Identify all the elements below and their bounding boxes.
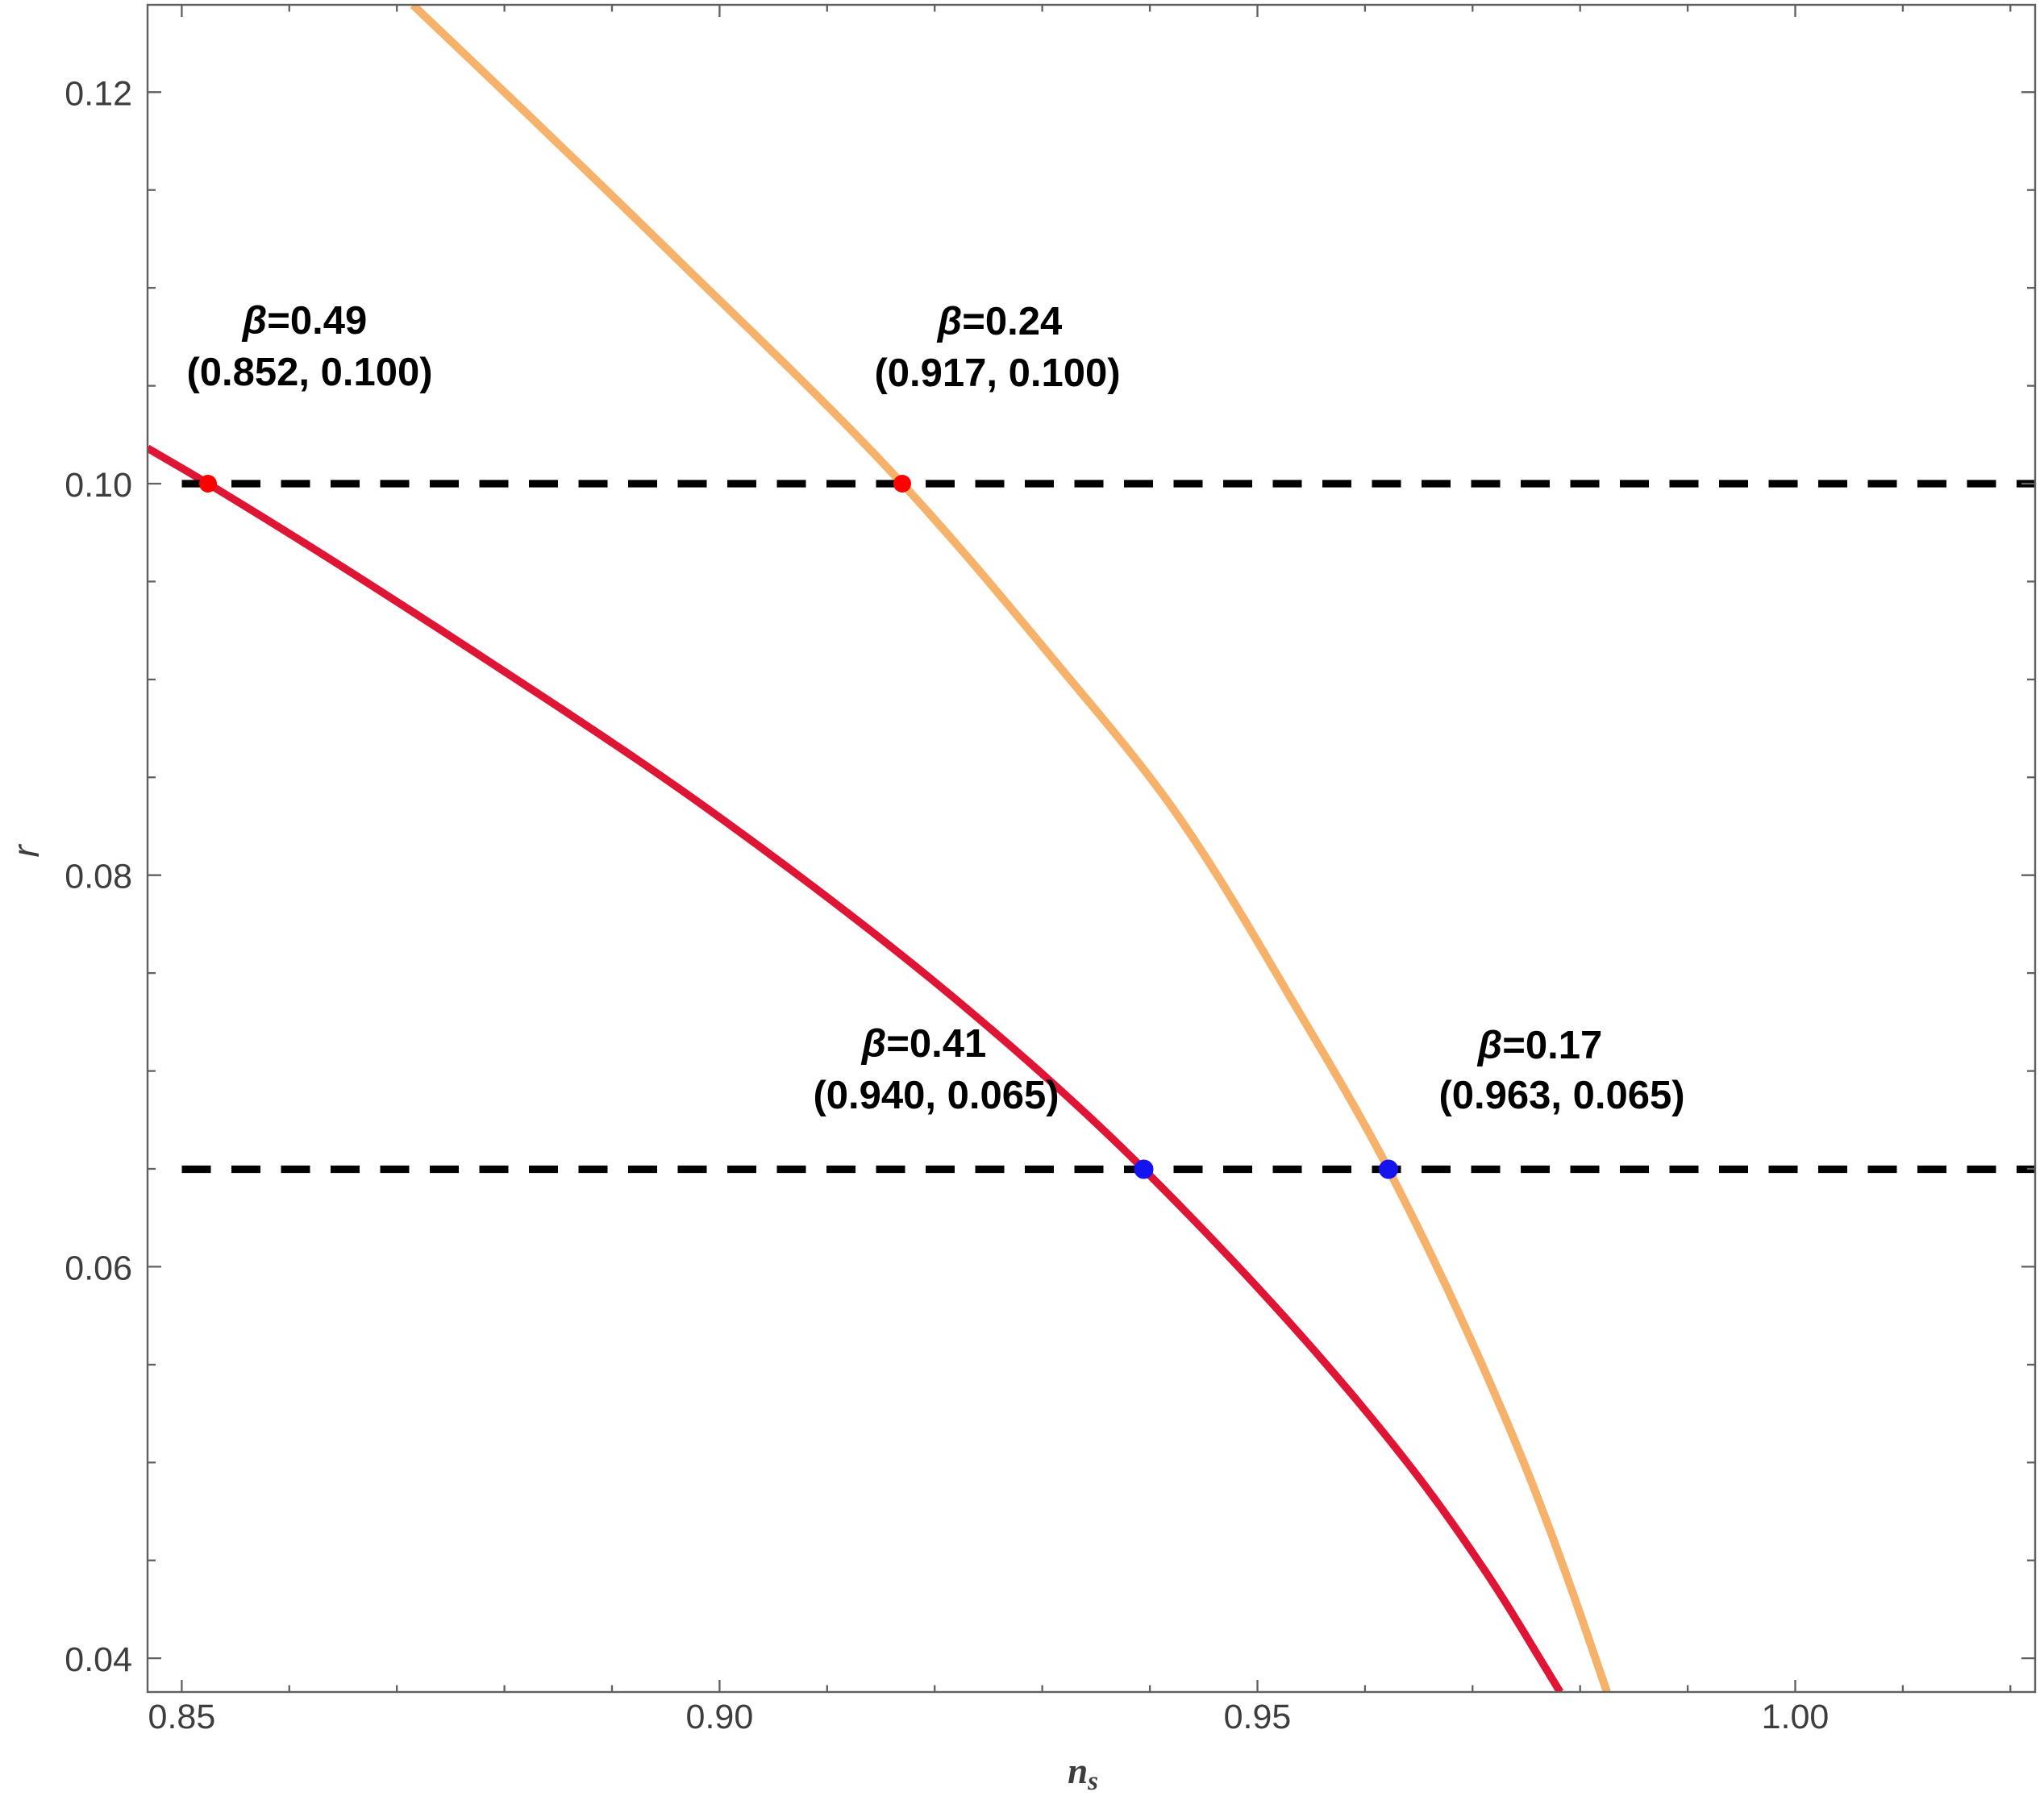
svg-text:0.06: 0.06 (65, 1249, 132, 1287)
svg-text:β=0.17: β=0.17 (1476, 1024, 1602, 1067)
svg-text:0.95: 0.95 (1224, 1698, 1292, 1736)
svg-text:0.08: 0.08 (65, 858, 132, 896)
svg-text:r: r (5, 844, 47, 858)
svg-text:(0.940, 0.065): (0.940, 0.065) (813, 1074, 1059, 1117)
svg-text:0.90: 0.90 (686, 1698, 754, 1736)
svg-text:(0.852, 0.100): (0.852, 0.100) (186, 351, 432, 394)
svg-text:β=0.24: β=0.24 (936, 300, 1062, 343)
svg-text:β=0.41: β=0.41 (860, 1022, 986, 1066)
svg-text:1.00: 1.00 (1762, 1698, 1830, 1736)
svg-text:0.85: 0.85 (148, 1698, 216, 1736)
svg-text:(0.963, 0.065): (0.963, 0.065) (1438, 1074, 1684, 1117)
svg-text:0.10: 0.10 (65, 466, 132, 505)
svg-text:0.12: 0.12 (65, 74, 132, 113)
svg-text:0.04: 0.04 (65, 1640, 132, 1679)
svg-text:(0.917, 0.100): (0.917, 0.100) (874, 351, 1120, 395)
svg-text:β=0.49: β=0.49 (241, 299, 367, 343)
